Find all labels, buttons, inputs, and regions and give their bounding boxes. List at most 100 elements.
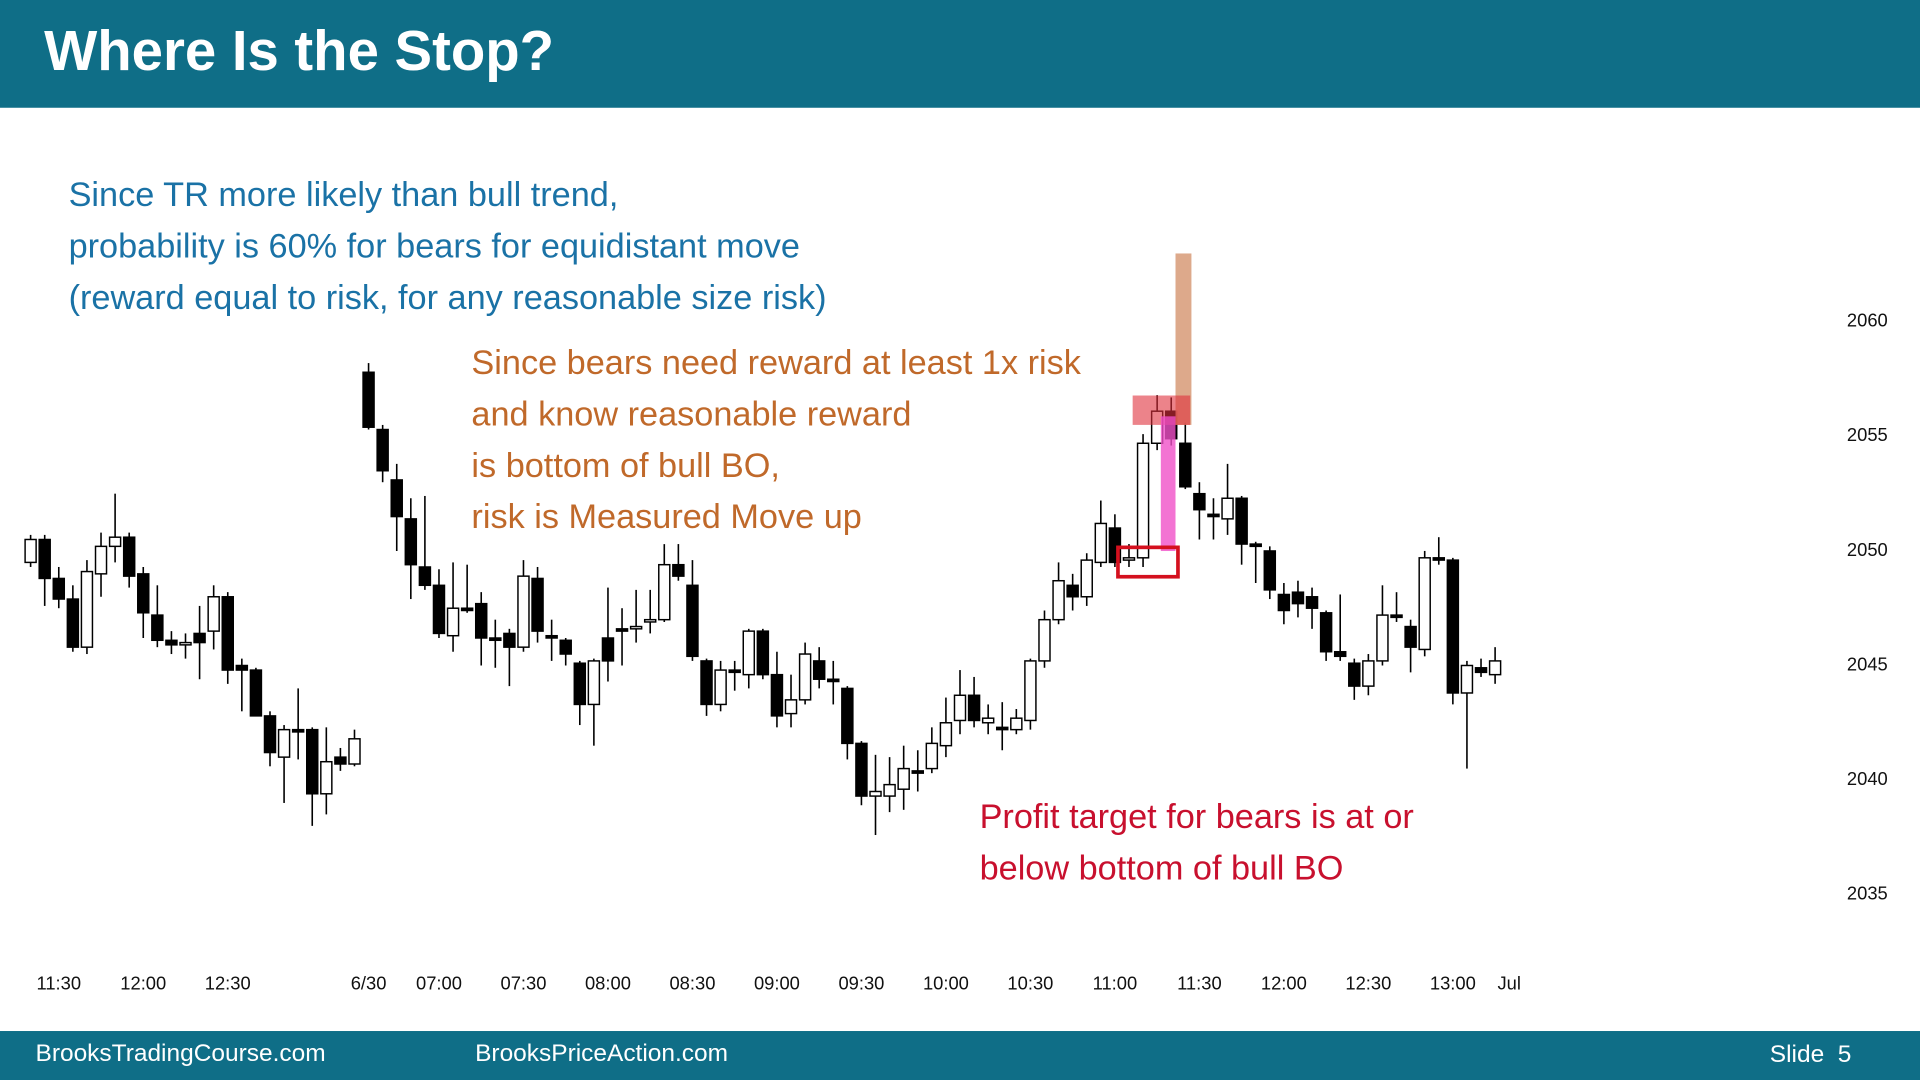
candle-body bbox=[1010, 717, 1023, 731]
footer-center: BrooksPriceAction.com bbox=[475, 1040, 728, 1067]
candle-body bbox=[996, 726, 1009, 731]
candle-body bbox=[869, 790, 882, 797]
candle-body bbox=[1080, 559, 1093, 598]
candle-body bbox=[1333, 651, 1347, 658]
candle-body bbox=[362, 371, 375, 428]
candle-body bbox=[756, 630, 770, 676]
candle-body bbox=[179, 641, 192, 646]
candle-body bbox=[1488, 660, 1502, 676]
candle-body bbox=[390, 479, 403, 518]
candle-body bbox=[1348, 662, 1361, 687]
candle-body bbox=[925, 742, 939, 770]
x-tick-label: 08:30 bbox=[669, 972, 715, 993]
candle-body bbox=[812, 660, 826, 680]
candle-body bbox=[939, 722, 953, 747]
candle-body bbox=[165, 639, 178, 646]
candle-body bbox=[52, 577, 66, 600]
slide-title: Where Is the Stop? bbox=[44, 19, 554, 82]
annotation-line: probability is 60% for bears for equidis… bbox=[69, 228, 800, 266]
bull-bo-bar bbox=[1160, 416, 1176, 552]
trade-overlays bbox=[1116, 253, 1192, 579]
candle-body bbox=[306, 728, 319, 795]
candle-body bbox=[137, 573, 150, 614]
candle-body bbox=[714, 669, 727, 706]
candle-body bbox=[207, 596, 220, 632]
candle-body bbox=[1235, 497, 1248, 545]
plot: 2035 2040 2045 2050 2055 2060 11:30 12:00 12:30 6… bbox=[24, 310, 1888, 993]
candle-body bbox=[1418, 557, 1431, 651]
candle-body bbox=[376, 428, 389, 472]
x-tick-label: 12:00 bbox=[120, 972, 166, 993]
candle-body bbox=[1376, 614, 1389, 662]
candle-body bbox=[587, 660, 601, 706]
y-tick-label: 2040 bbox=[1847, 768, 1888, 789]
candle-body bbox=[503, 632, 516, 648]
candle-body bbox=[559, 639, 572, 655]
candle-body bbox=[1474, 667, 1488, 674]
y-tick-label: 2060 bbox=[1847, 310, 1888, 331]
candle-body bbox=[855, 742, 868, 797]
candle-body bbox=[1263, 550, 1277, 591]
candle-body bbox=[446, 607, 460, 637]
candle-body bbox=[615, 628, 629, 632]
candle-body bbox=[108, 536, 122, 548]
candle-body bbox=[66, 598, 80, 648]
candle-body bbox=[531, 577, 544, 632]
x-tick-label: 10:30 bbox=[1007, 972, 1053, 993]
candle-body bbox=[1038, 618, 1051, 662]
x-tick-label: 08:00 bbox=[585, 972, 631, 993]
candle-body bbox=[1094, 522, 1108, 564]
candle-body bbox=[1362, 660, 1375, 687]
x-tick-label: 13:00 bbox=[1430, 972, 1476, 993]
candle-body bbox=[193, 632, 206, 644]
y-tick-label: 2035 bbox=[1847, 882, 1888, 903]
candle-body bbox=[1221, 497, 1234, 520]
candle-body bbox=[911, 770, 924, 774]
candle-body bbox=[742, 630, 756, 676]
candle-body bbox=[953, 694, 967, 722]
candle-body bbox=[1277, 593, 1291, 612]
candle-body bbox=[151, 614, 164, 642]
header-band bbox=[0, 0, 1920, 108]
candle-body bbox=[827, 678, 840, 683]
candle-body bbox=[80, 570, 94, 648]
candle-body bbox=[1390, 614, 1403, 619]
x-tick-label: 12:30 bbox=[205, 972, 251, 993]
candle-body bbox=[1446, 559, 1460, 694]
candle-body bbox=[728, 669, 741, 674]
annotation-line: (reward equal to risk, for any reasonabl… bbox=[69, 279, 827, 317]
annotation-line: Profit target for bears is at or bbox=[980, 798, 1414, 836]
candle-body bbox=[320, 760, 333, 795]
candle-body bbox=[629, 625, 643, 630]
slide-number: Slide 5 bbox=[1770, 1041, 1852, 1068]
candle-body bbox=[1136, 442, 1150, 559]
candle-body bbox=[1066, 584, 1079, 598]
footer-band bbox=[0, 1031, 1920, 1080]
candle-body bbox=[1291, 591, 1305, 605]
annotation-line: Since bears need reward at least 1x risk bbox=[471, 344, 1081, 382]
candle-body bbox=[474, 602, 488, 639]
candle-body bbox=[489, 637, 502, 642]
candle-body bbox=[1179, 442, 1192, 488]
x-tick-label: 09:30 bbox=[838, 972, 884, 993]
y-tick-label: 2045 bbox=[1847, 653, 1888, 674]
annotation-line: is bottom of bull BO, bbox=[471, 447, 780, 485]
annotations: Since TR more likely than bull trend, pro… bbox=[69, 176, 1414, 887]
candle-body bbox=[658, 563, 671, 621]
candle-body bbox=[263, 715, 277, 754]
candle-body bbox=[277, 728, 291, 758]
candle-body bbox=[1460, 664, 1474, 694]
candle-body bbox=[784, 699, 798, 715]
candle-body bbox=[643, 618, 657, 623]
annotation-line: below bottom of bull BO bbox=[980, 850, 1344, 888]
candle-body bbox=[291, 728, 305, 733]
candle-body bbox=[770, 673, 784, 717]
candle-body bbox=[841, 687, 854, 745]
footer-left: BrooksTradingCourse.com bbox=[36, 1040, 326, 1067]
candle-body bbox=[221, 596, 234, 671]
annotation-line: risk is Measured Move up bbox=[471, 498, 861, 536]
measured-move-bar bbox=[1175, 253, 1192, 425]
candle-body bbox=[1108, 527, 1122, 564]
candle-body bbox=[348, 738, 361, 765]
